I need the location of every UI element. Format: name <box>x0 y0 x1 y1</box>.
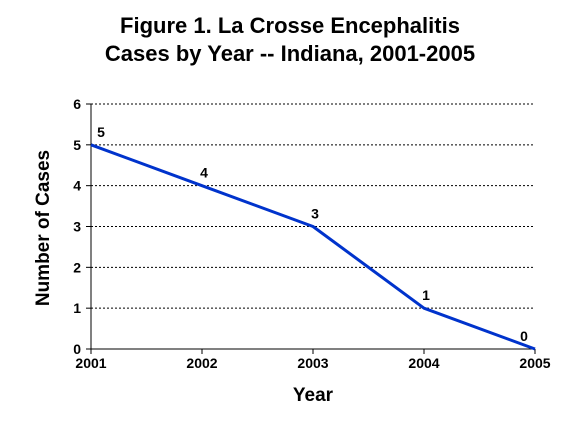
y-tick-label: 3 <box>73 219 81 235</box>
chart-title-line1: Figure 1. La Crosse Encephalitis <box>120 13 460 38</box>
x-tick-label: 2005 <box>519 355 550 371</box>
series-line <box>90 143 536 351</box>
data-label: 5 <box>97 124 105 140</box>
y-tick-label: 0 <box>73 341 81 357</box>
data-label: 3 <box>311 206 319 222</box>
chart-title-line2: Cases by Year -- Indiana, 2001-2005 <box>104 41 476 66</box>
y-tick-label: 1 <box>73 300 81 316</box>
y-tick-label: 6 <box>73 96 81 112</box>
x-tick-label: 2003 <box>297 355 328 371</box>
data-label: 1 <box>422 287 430 303</box>
y-tick-label: 5 <box>73 137 81 153</box>
data-label: 0 <box>520 328 528 344</box>
x-axis-title: Year <box>293 385 334 406</box>
data-label: 4 <box>200 165 208 181</box>
y-axis-title: Number of Cases <box>33 150 54 306</box>
x-tick-label: 2004 <box>408 355 439 371</box>
x-tick-label: 2001 <box>75 355 106 371</box>
x-tick-label: 2002 <box>186 355 217 371</box>
y-tick-label: 4 <box>73 178 81 194</box>
y-tick-label: 2 <box>73 259 81 275</box>
